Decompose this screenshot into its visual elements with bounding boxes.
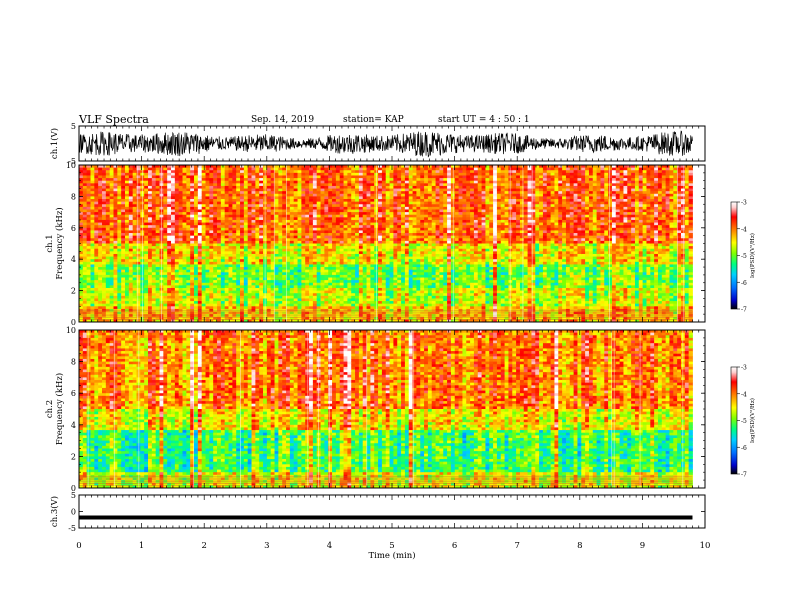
xtick-label: 10 <box>700 541 711 551</box>
panel-2-ytick-label: 0 <box>71 318 76 327</box>
xtick-label: 0 <box>76 541 81 551</box>
ch1-waveform-line <box>78 130 693 158</box>
colorbar-tick-label: -5 <box>741 253 747 260</box>
panel-2-ytick-label: 10 <box>66 161 76 170</box>
station-label: station= KAP <box>343 115 404 125</box>
xtick-label: 4 <box>327 541 332 551</box>
panel-4-ytick-label: 0 <box>71 508 76 517</box>
colorbar-label: log(PSD)(V²/Hz) <box>749 233 756 278</box>
panel-4-ytick-label: -5 <box>68 524 76 533</box>
colorbar-tick-label: -5 <box>741 418 747 425</box>
colorbar-tick-label: -4 <box>741 391 747 398</box>
colorbar-1 <box>730 201 738 310</box>
panel-3-ytick-label: 2 <box>71 452 76 461</box>
start-time-label: start UT = 4 : 50 : 1 <box>438 115 530 125</box>
panel-1-ytick-label: -5 <box>68 157 76 166</box>
panel-3-ytick-label: 6 <box>71 389 76 398</box>
colorbar-tick-label: -3 <box>741 365 747 372</box>
xtick-label: 3 <box>264 541 269 551</box>
panel-2-ytick-label: 8 <box>71 192 76 201</box>
xtick-label: 9 <box>640 541 645 551</box>
panel-2-ytick-label: 6 <box>71 224 76 233</box>
panel-2-ylabel: ch.1Frequency (kHz) <box>45 207 65 279</box>
colorbar-tick-label: -6 <box>741 445 747 452</box>
colorbar-tick-label: -4 <box>741 226 747 233</box>
colorbar-2 <box>730 366 738 475</box>
xtick-label: 7 <box>514 541 519 551</box>
spectrogram-2-cells <box>79 330 693 489</box>
panel-3-ytick-label: 8 <box>71 358 76 367</box>
colorbar-label: log(PSD)(V²/Hz) <box>749 398 756 443</box>
colorbar-tick-label: -7 <box>741 472 747 479</box>
xtick-label: 2 <box>201 541 206 551</box>
panel-2-ytick-label: 4 <box>71 255 76 264</box>
colorbar-tick-label: -7 <box>741 307 747 314</box>
panel-4-ytick-label: 5 <box>71 491 76 500</box>
xtick-label: 6 <box>452 541 457 551</box>
panel-3-ylabel: ch.2Frequency (kHz) <box>45 373 65 445</box>
xtick-label: 8 <box>577 541 582 551</box>
spectrogram-1-cells <box>79 165 693 323</box>
xtick-label: 5 <box>389 541 394 551</box>
xaxis-label: Time (min) <box>368 550 415 561</box>
panel-1-ytick-label: 5 <box>71 122 76 131</box>
colorbar-tick-label: -3 <box>741 200 747 207</box>
panel-3-ytick-label: 4 <box>71 421 76 430</box>
colorbar-tick-label: -6 <box>741 280 747 287</box>
panel-3-ytick-label: 0 <box>71 484 76 493</box>
panel-2-ytick-label: 2 <box>71 287 76 296</box>
figure-title: VLF Spectra <box>79 113 149 126</box>
xtick-label: 1 <box>139 541 144 551</box>
panel-3-ytick-label: 10 <box>66 326 76 335</box>
panel-1-ylabel: ch.1(V) <box>49 128 60 159</box>
date-label: Sep. 14, 2019 <box>251 115 314 125</box>
panel-4-ylabel: ch.3(V) <box>49 496 60 527</box>
